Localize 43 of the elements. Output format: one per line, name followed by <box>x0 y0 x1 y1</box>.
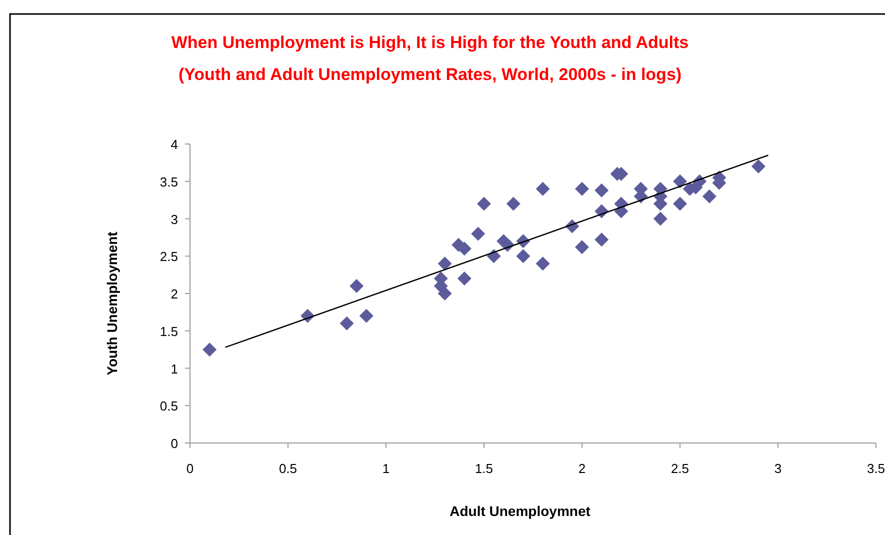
point <box>594 183 609 198</box>
point <box>575 240 589 254</box>
point <box>594 232 609 247</box>
y-axis-title: Youth Unemployment <box>104 231 120 376</box>
y-tick-label: 3.5 <box>160 174 178 190</box>
y-tick-label: 2.5 <box>160 249 178 264</box>
y-tick-label: 0 <box>170 436 178 451</box>
y-tick-label: 1.5 <box>160 324 178 339</box>
point <box>702 189 716 204</box>
point <box>673 174 687 188</box>
x-tick-label: 1.5 <box>474 461 494 476</box>
chart-subtitle: (Youth and Adult Unemployment Rates, World, 2000s - in logs) <box>178 65 682 84</box>
x-axis-title: Adult Unemploymnet <box>450 503 591 519</box>
y-tick-label: 1 <box>170 361 178 376</box>
x-tick-label: 0 <box>186 461 194 476</box>
point <box>350 279 364 294</box>
x-tick-label: 2.5 <box>670 461 690 476</box>
y-tick-label: 2 <box>170 286 178 302</box>
y-tick-label: 3 <box>170 212 178 227</box>
x-tick-label: 2 <box>578 461 586 476</box>
point <box>506 196 520 211</box>
point <box>202 342 217 357</box>
point <box>516 249 530 264</box>
point <box>653 212 668 226</box>
x-tick-label: 1 <box>382 461 390 476</box>
y-tick-label: 0.5 <box>160 398 178 414</box>
point <box>673 196 687 211</box>
point <box>438 256 452 271</box>
point <box>536 256 550 271</box>
x-tick-label: 0.5 <box>278 461 298 476</box>
x-tick-label: 3 <box>774 461 782 476</box>
point <box>471 226 486 241</box>
point <box>477 196 491 211</box>
x-tick-label: 3.5 <box>866 461 885 476</box>
point <box>438 286 452 300</box>
point <box>751 159 766 174</box>
point <box>457 272 472 286</box>
point <box>340 316 354 330</box>
point <box>536 182 550 196</box>
y-tick-label: 4 <box>170 137 178 152</box>
point <box>575 182 589 196</box>
chart-title: When Unemployment is High, It is High for the Youth and Adults <box>171 33 689 52</box>
point <box>359 308 374 323</box>
